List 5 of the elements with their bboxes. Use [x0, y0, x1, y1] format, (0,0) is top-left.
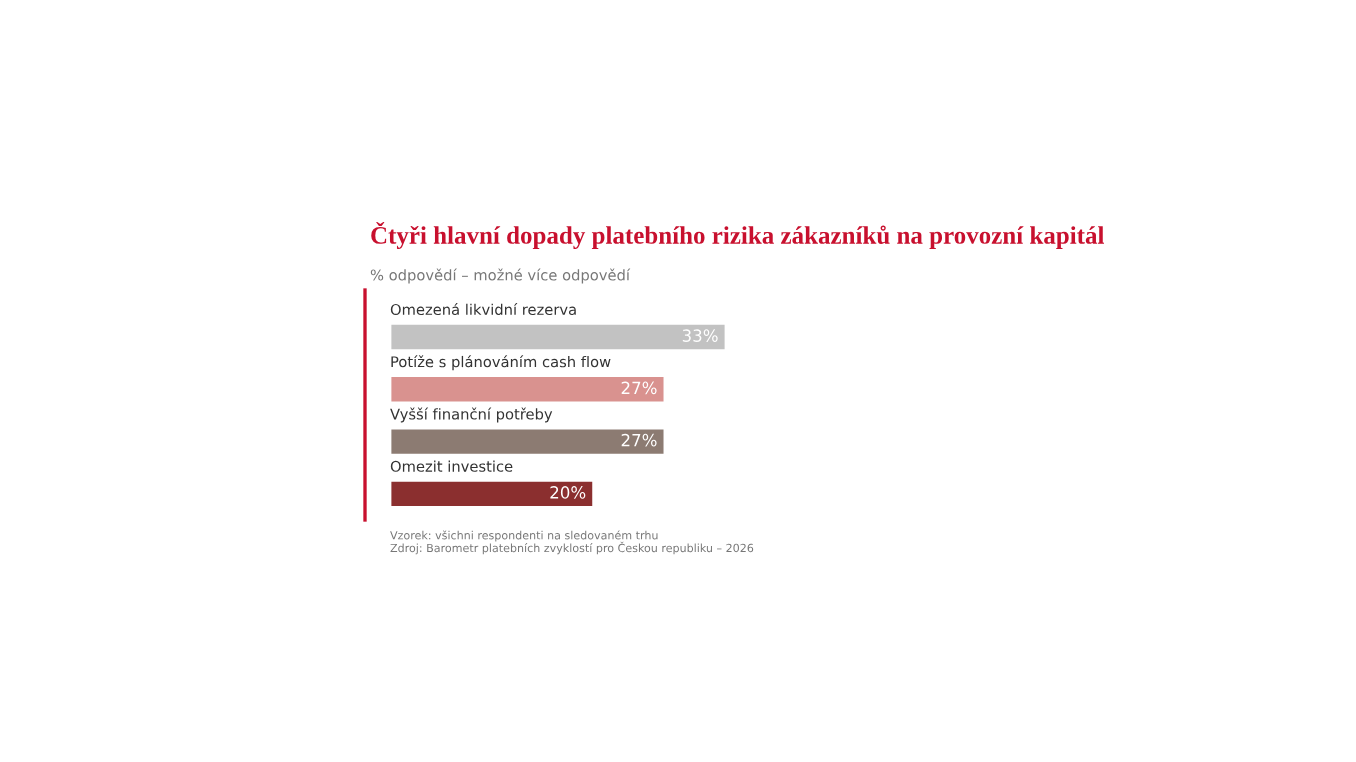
data-label: 27%	[621, 381, 657, 395]
data-label: 20%	[550, 486, 586, 499]
data-label: 33%	[682, 329, 718, 342]
data-label: 27%	[621, 433, 657, 447]
chart-title: Čtyři hlavní dopady platebního rizika zákazníků na provozní kapitál	[371, 222, 1105, 250]
